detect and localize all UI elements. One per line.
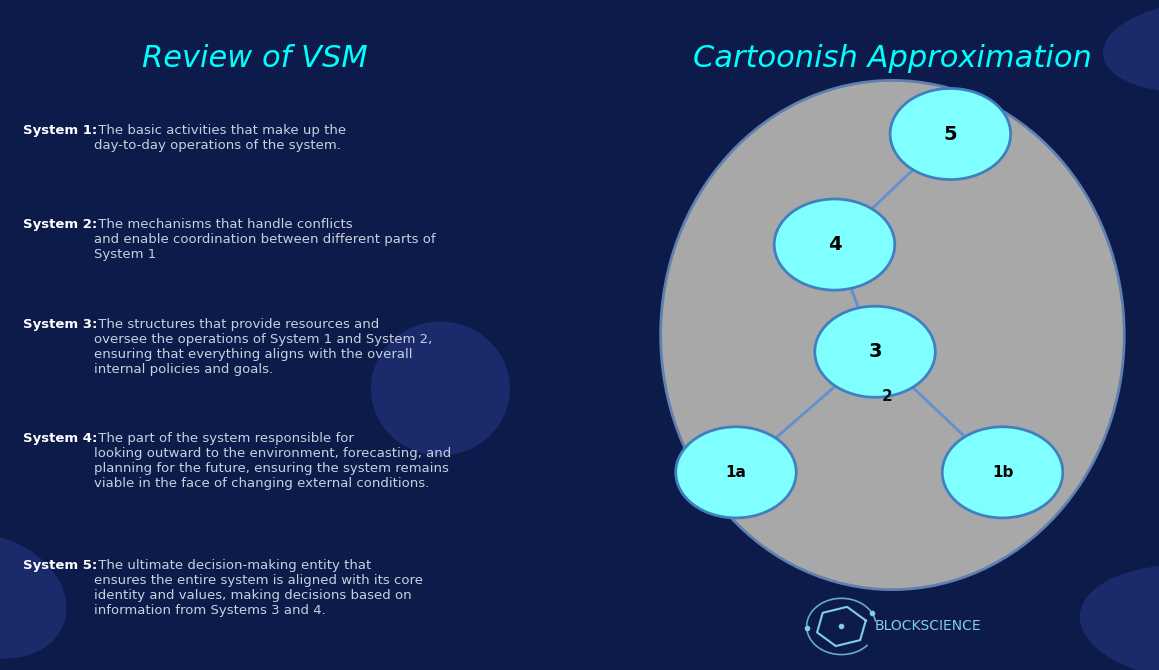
Text: The basic activities that make up the
day-to-day operations of the system.: The basic activities that make up the da… bbox=[94, 124, 347, 152]
Text: System 4:: System 4: bbox=[23, 432, 97, 445]
Ellipse shape bbox=[661, 80, 1124, 590]
Ellipse shape bbox=[1080, 565, 1159, 670]
Text: Cartoonish Approximation: Cartoonish Approximation bbox=[693, 44, 1092, 72]
Ellipse shape bbox=[1103, 2, 1159, 92]
Text: 1a: 1a bbox=[726, 465, 746, 480]
Text: 5: 5 bbox=[943, 125, 957, 143]
Text: System 5:: System 5: bbox=[23, 559, 97, 572]
Text: 3: 3 bbox=[868, 342, 882, 361]
Ellipse shape bbox=[774, 199, 895, 290]
Text: System 3:: System 3: bbox=[23, 318, 97, 331]
Ellipse shape bbox=[371, 322, 510, 456]
Ellipse shape bbox=[0, 534, 66, 659]
Text: System 2:: System 2: bbox=[23, 218, 97, 230]
Text: 1b: 1b bbox=[992, 465, 1013, 480]
Text: The ultimate decision-making entity that
ensures the entire system is aligned wi: The ultimate decision-making entity that… bbox=[94, 559, 423, 618]
Text: The part of the system responsible for
looking outward to the environment, forec: The part of the system responsible for l… bbox=[94, 432, 451, 490]
Text: System 1:: System 1: bbox=[23, 124, 97, 137]
Text: 2: 2 bbox=[881, 389, 892, 404]
Text: The structures that provide resources and
oversee the operations of System 1 and: The structures that provide resources an… bbox=[94, 318, 432, 377]
Text: The mechanisms that handle conflicts
and enable coordination between different p: The mechanisms that handle conflicts and… bbox=[94, 218, 436, 261]
Ellipse shape bbox=[815, 306, 935, 397]
Ellipse shape bbox=[676, 427, 796, 518]
Ellipse shape bbox=[890, 88, 1011, 180]
Text: BLOCKSCIENCE: BLOCKSCIENCE bbox=[875, 620, 982, 633]
Text: Review of VSM: Review of VSM bbox=[143, 44, 367, 72]
Text: 4: 4 bbox=[828, 235, 841, 254]
Ellipse shape bbox=[942, 427, 1063, 518]
